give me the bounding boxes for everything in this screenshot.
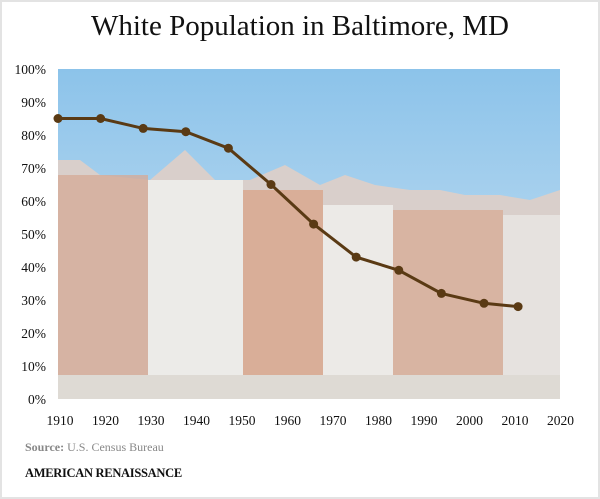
data-point — [223, 143, 233, 153]
source-text: U.S. Census Bureau — [67, 440, 164, 454]
source-label: Source: — [25, 440, 65, 454]
data-point — [96, 114, 106, 123]
data-point — [53, 114, 63, 123]
x-tick-label: 1990 — [411, 413, 438, 428]
y-tick-label: 30% — [21, 293, 46, 308]
source-note: Source: U.S. Census Bureau — [25, 440, 164, 455]
data-point — [181, 127, 191, 137]
data-point — [351, 252, 361, 262]
y-tick-label: 0% — [28, 392, 46, 407]
x-tick-label: 1940 — [183, 413, 210, 428]
data-point — [138, 123, 148, 133]
data-point — [479, 298, 489, 308]
series-line-group — [53, 114, 523, 312]
y-tick-label: 50% — [21, 227, 46, 242]
y-tick-label: 80% — [21, 128, 46, 143]
y-tick-label: 90% — [21, 95, 46, 110]
x-tick-label: 1930 — [138, 413, 165, 428]
y-tick-label: 60% — [21, 194, 46, 209]
brand-logo-text: AMERICAN RENAISSANCE — [25, 466, 182, 480]
data-point — [394, 265, 404, 275]
background-photo — [58, 69, 560, 399]
data-point — [436, 288, 446, 298]
data-point — [309, 219, 319, 229]
x-tick-label: 1920 — [92, 413, 119, 428]
x-tick-label: 1950 — [229, 413, 256, 428]
y-tick-label: 20% — [21, 326, 46, 341]
x-tick-label: 1980 — [365, 413, 392, 428]
y-tick-label: 40% — [21, 260, 46, 275]
x-tick-label: 2010 — [502, 413, 529, 428]
x-tick-label: 1960 — [274, 413, 301, 428]
x-tick-label: 2000 — [456, 413, 483, 428]
x-tick-label: 2020 — [547, 413, 574, 428]
y-tick-label: 100% — [15, 62, 47, 77]
data-point — [266, 180, 276, 189]
x-tick-label: 1910 — [47, 413, 74, 428]
x-axis: 1910 1920 1930 1940 1950 1960 1970 1980 1990 2000… — [47, 413, 575, 428]
y-tick-label: 10% — [21, 359, 46, 374]
chart-title: White Population in Baltimore, MD — [90, 10, 510, 42]
x-tick-label: 1970 — [320, 413, 347, 428]
series-line — [58, 117, 519, 309]
y-tick-label: 70% — [21, 161, 46, 176]
y-axis: 0% 10% 20% 30% 40% 50% 60% 70% 80% 90% 100% — [15, 62, 47, 407]
data-point — [513, 302, 523, 312]
